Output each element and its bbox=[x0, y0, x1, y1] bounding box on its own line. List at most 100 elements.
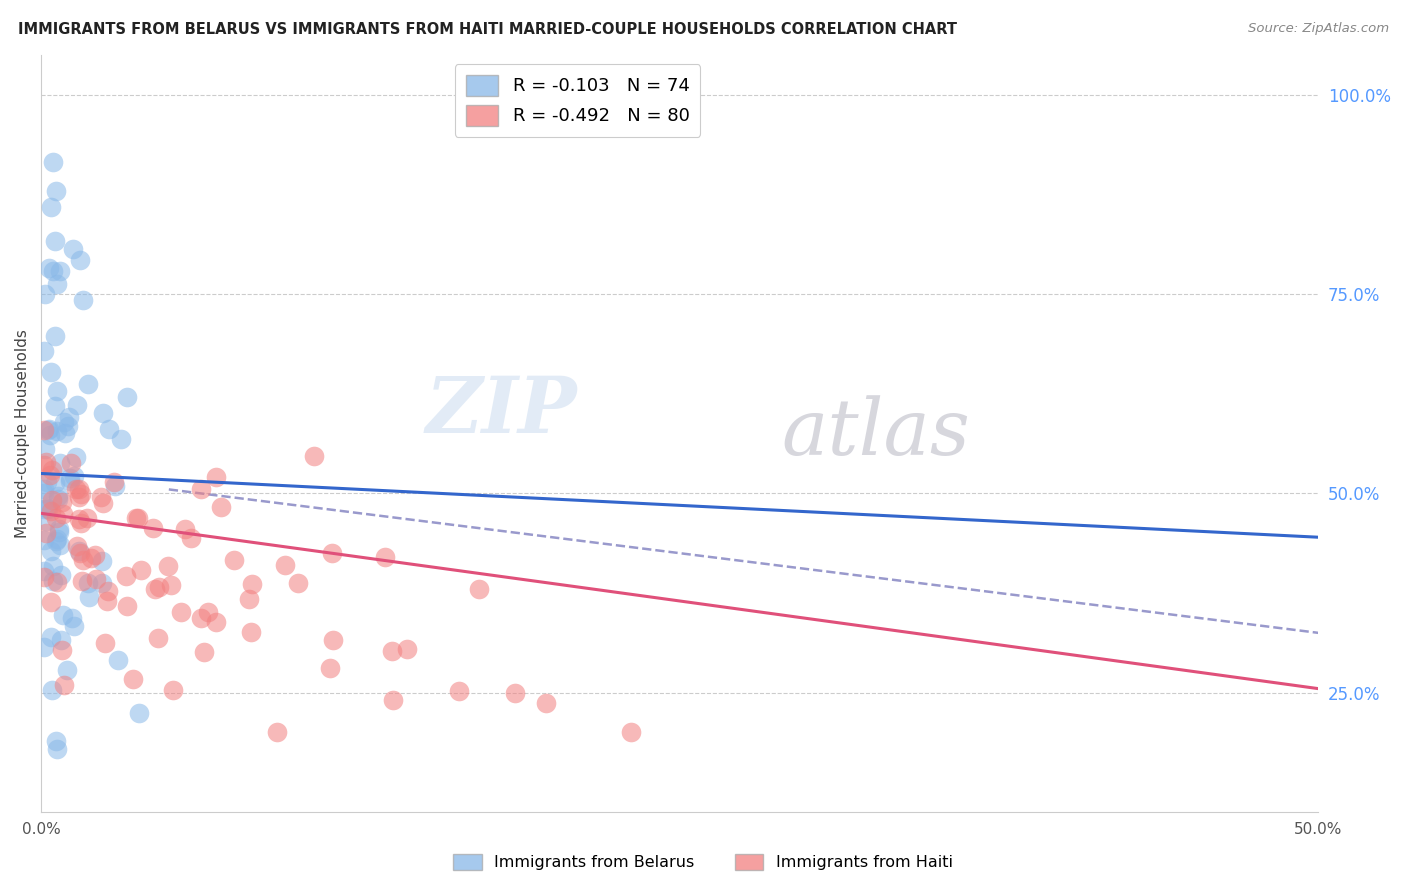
Point bbox=[76, 511, 98, 525]
Point bbox=[41, 683, 63, 698]
Point bbox=[66, 539, 89, 553]
Point bbox=[34, 455, 56, 469]
Point bbox=[80, 551, 103, 566]
Text: IMMIGRANTS FROM BELARUS VS IMMIGRANTS FROM HAITI MARRIED-COUPLE HOUSEHOLDS CORRE: IMMIGRANTS FROM BELARUS VS IMMIGRANTS FR… bbox=[18, 22, 957, 37]
Point bbox=[51, 494, 73, 508]
Point bbox=[49, 632, 72, 647]
Point bbox=[72, 293, 94, 307]
Point bbox=[32, 423, 55, 437]
Point bbox=[39, 365, 62, 379]
Point bbox=[53, 416, 76, 430]
Point bbox=[373, 550, 395, 565]
Point bbox=[145, 582, 167, 596]
Point bbox=[42, 263, 65, 277]
Point bbox=[65, 398, 87, 412]
Point bbox=[240, 577, 263, 591]
Point bbox=[58, 410, 80, 425]
Point bbox=[162, 682, 184, 697]
Point bbox=[56, 663, 79, 677]
Point bbox=[41, 200, 63, 214]
Point bbox=[38, 468, 60, 483]
Point bbox=[48, 524, 70, 539]
Point bbox=[127, 510, 149, 524]
Point bbox=[93, 496, 115, 510]
Point bbox=[39, 630, 62, 644]
Point bbox=[45, 733, 67, 747]
Point bbox=[65, 450, 87, 465]
Point bbox=[49, 456, 72, 470]
Point bbox=[103, 475, 125, 490]
Point bbox=[49, 538, 72, 552]
Point bbox=[193, 645, 215, 659]
Point bbox=[97, 583, 120, 598]
Point bbox=[32, 485, 55, 500]
Point bbox=[69, 516, 91, 531]
Point bbox=[77, 575, 100, 590]
Point bbox=[381, 644, 404, 658]
Point bbox=[37, 423, 59, 437]
Point bbox=[142, 521, 165, 535]
Point bbox=[65, 482, 87, 496]
Point bbox=[51, 567, 73, 582]
Point bbox=[148, 580, 170, 594]
Point bbox=[42, 558, 65, 573]
Point bbox=[41, 463, 63, 477]
Y-axis label: Married-couple Households: Married-couple Households bbox=[15, 329, 30, 538]
Point bbox=[536, 697, 558, 711]
Point bbox=[322, 633, 344, 648]
Point bbox=[69, 253, 91, 268]
Point bbox=[115, 599, 138, 613]
Point bbox=[197, 605, 219, 619]
Point bbox=[46, 533, 69, 547]
Point bbox=[39, 504, 62, 518]
Point bbox=[45, 424, 67, 438]
Point bbox=[32, 458, 55, 472]
Point bbox=[205, 615, 228, 630]
Point bbox=[157, 558, 180, 573]
Point bbox=[104, 479, 127, 493]
Point bbox=[67, 483, 90, 497]
Point bbox=[190, 482, 212, 496]
Point bbox=[38, 428, 60, 442]
Legend: R = -0.103   N = 74, R = -0.492   N = 80: R = -0.103 N = 74, R = -0.492 N = 80 bbox=[454, 64, 700, 136]
Point bbox=[32, 343, 55, 358]
Point bbox=[45, 184, 67, 198]
Point bbox=[59, 474, 82, 488]
Point bbox=[32, 564, 55, 578]
Point bbox=[46, 384, 69, 398]
Point bbox=[45, 534, 67, 549]
Point bbox=[45, 277, 67, 291]
Point bbox=[319, 661, 342, 675]
Point bbox=[79, 591, 101, 605]
Point bbox=[91, 554, 114, 568]
Point bbox=[32, 533, 55, 547]
Point bbox=[44, 328, 66, 343]
Point bbox=[35, 475, 58, 490]
Point bbox=[96, 594, 118, 608]
Point bbox=[205, 470, 228, 484]
Text: atlas: atlas bbox=[782, 395, 970, 472]
Point bbox=[32, 483, 55, 497]
Point bbox=[115, 390, 138, 404]
Point bbox=[274, 558, 297, 572]
Point bbox=[52, 607, 75, 622]
Point bbox=[128, 706, 150, 720]
Point bbox=[90, 490, 112, 504]
Point bbox=[39, 543, 62, 558]
Point bbox=[60, 611, 83, 625]
Point bbox=[395, 642, 418, 657]
Point bbox=[35, 514, 58, 528]
Point bbox=[59, 471, 82, 485]
Point bbox=[287, 575, 309, 590]
Point bbox=[240, 625, 263, 640]
Point bbox=[266, 725, 288, 739]
Point bbox=[115, 569, 138, 583]
Point bbox=[32, 640, 55, 654]
Point bbox=[209, 500, 232, 514]
Point bbox=[70, 487, 93, 501]
Point bbox=[382, 692, 405, 706]
Point bbox=[449, 684, 471, 698]
Point bbox=[72, 553, 94, 567]
Point bbox=[67, 543, 90, 558]
Point bbox=[146, 631, 169, 645]
